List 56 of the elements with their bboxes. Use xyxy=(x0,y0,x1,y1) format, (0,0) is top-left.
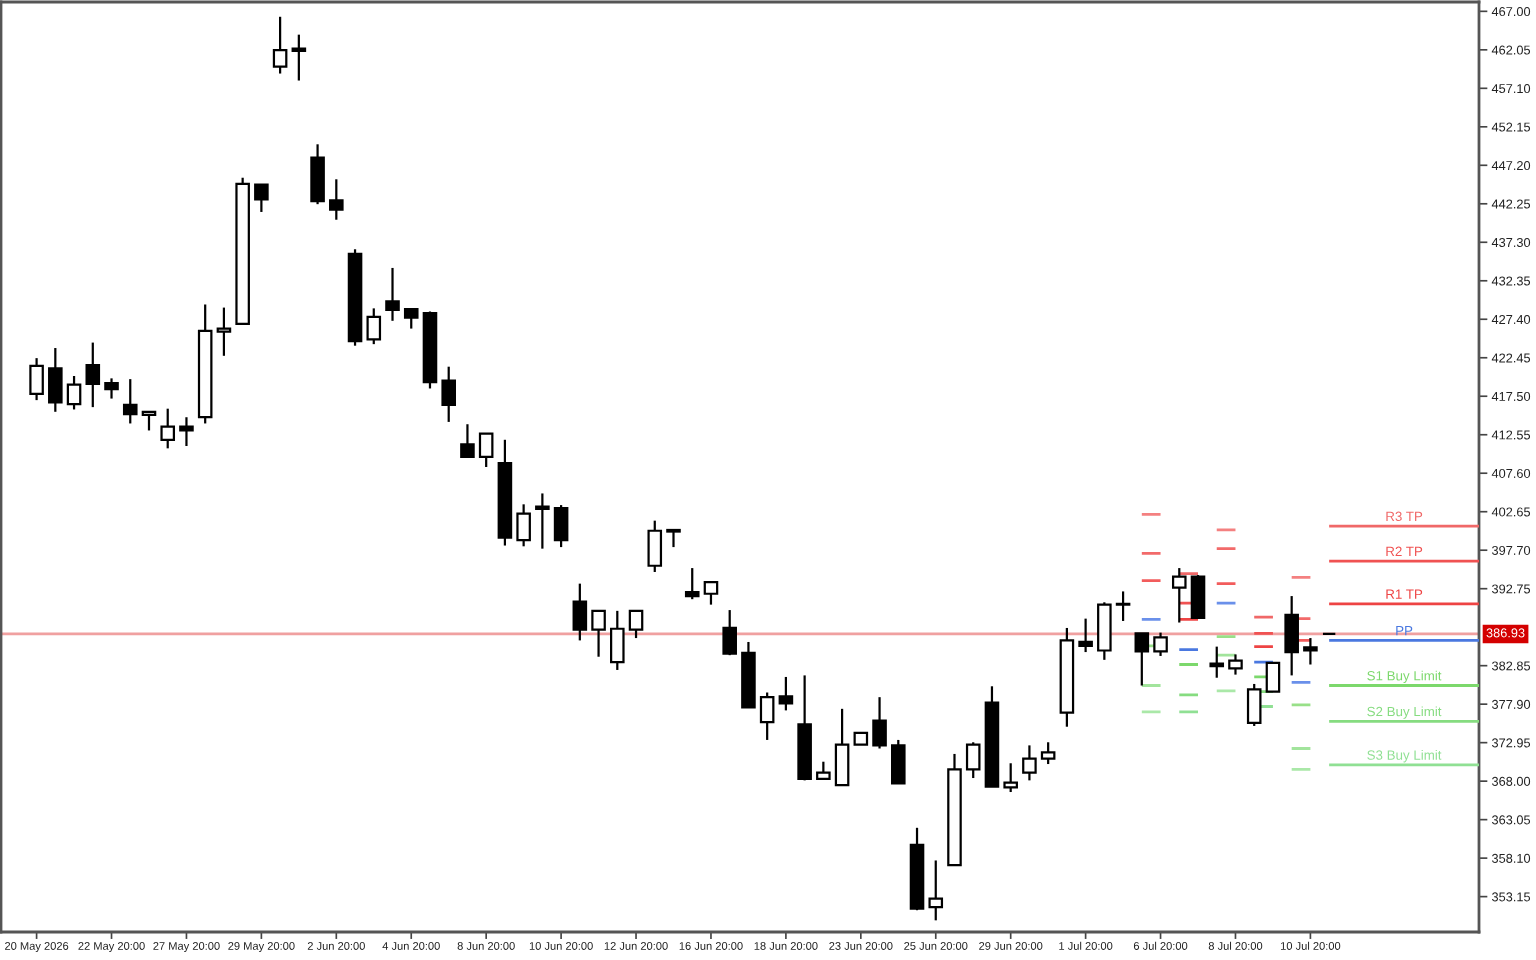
candlestick xyxy=(403,308,419,330)
candlestick xyxy=(928,859,944,922)
candlestick xyxy=(891,738,906,785)
candlestick xyxy=(385,266,400,322)
candlestick xyxy=(834,707,850,787)
candlestick xyxy=(122,378,138,425)
candlestick xyxy=(441,365,456,424)
candlestick xyxy=(48,346,63,413)
candlestick xyxy=(647,519,663,574)
candlestick xyxy=(1134,632,1150,687)
candlestick xyxy=(329,178,344,221)
candlestick xyxy=(216,306,232,357)
candlestick xyxy=(722,608,737,657)
candlestick xyxy=(610,609,625,672)
candlestick xyxy=(1246,682,1262,728)
candlestick xyxy=(1190,573,1206,619)
candlestick xyxy=(160,407,176,450)
candlestick xyxy=(29,357,44,402)
candlestick xyxy=(591,609,606,658)
candlestick xyxy=(1097,601,1112,661)
candlestick xyxy=(1078,617,1093,654)
candlestick xyxy=(1040,741,1056,766)
candlestick xyxy=(1303,636,1318,666)
candlestick xyxy=(272,15,288,75)
candlestick xyxy=(141,410,157,432)
candlestick xyxy=(1022,744,1037,782)
candlestick xyxy=(291,33,307,82)
candlestick xyxy=(460,423,475,459)
candlestick xyxy=(778,675,794,712)
candlestick xyxy=(478,432,494,469)
candlestick xyxy=(1265,661,1281,693)
candlestick xyxy=(1003,762,1018,794)
candlestick xyxy=(759,691,775,742)
candlestick xyxy=(666,528,681,549)
candlestick xyxy=(310,143,325,206)
candlestick xyxy=(1228,653,1243,676)
candlestick xyxy=(366,307,382,346)
candlestick xyxy=(872,696,887,750)
candlestick xyxy=(553,503,569,549)
candlestick xyxy=(179,416,194,448)
candlestick xyxy=(1153,631,1168,658)
candlestick xyxy=(1171,566,1187,624)
candlestick xyxy=(703,580,719,606)
candlestick xyxy=(85,341,101,409)
candlestick xyxy=(1284,594,1299,677)
candlestick xyxy=(104,377,119,400)
candlestick xyxy=(1209,645,1225,679)
candlestick xyxy=(535,492,550,550)
candlestick xyxy=(628,609,644,640)
candlestick xyxy=(254,183,269,214)
candlestick xyxy=(965,741,981,780)
candlestick xyxy=(1115,590,1131,623)
candlestick xyxy=(684,566,700,601)
candlestick xyxy=(572,582,588,642)
candlestick xyxy=(516,503,531,548)
candlestick xyxy=(66,374,82,411)
